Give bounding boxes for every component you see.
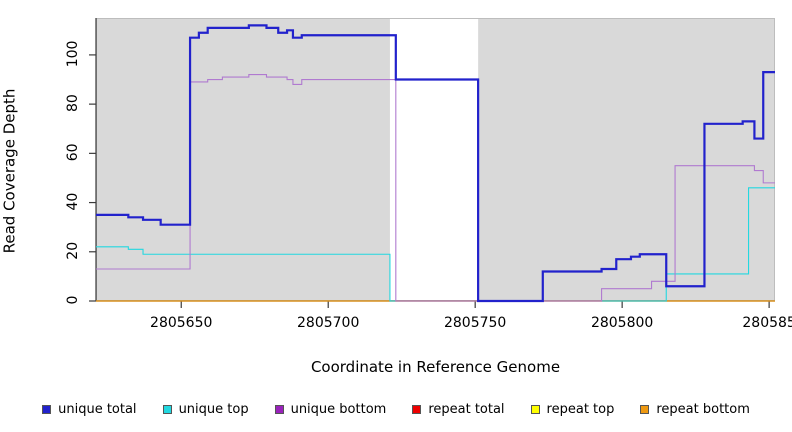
legend-label: repeat total — [428, 401, 505, 417]
legend-item-unique-total[interactable]: unique total — [42, 401, 137, 417]
legend-swatch-icon — [530, 404, 540, 414]
x-tick-label: 2805700 — [297, 315, 360, 331]
chart-legend: unique total unique top unique bottom repea… — [0, 398, 792, 420]
legend-swatch-icon — [162, 404, 172, 414]
legend-item-unique-bottom[interactable]: unique bottom — [274, 401, 387, 417]
y-tick-label: 80 — [65, 94, 81, 113]
legend-swatch-icon — [640, 404, 650, 414]
legend-label: unique total — [58, 401, 137, 417]
legend-item-repeat-top[interactable]: repeat top — [530, 401, 615, 417]
y-tick-label: 0 — [65, 295, 81, 305]
y-axis-title: Read Coverage Depth — [0, 88, 19, 254]
y-tick-label: 20 — [65, 241, 81, 260]
legend-label: repeat bottom — [656, 401, 750, 417]
legend-swatch-icon — [42, 404, 52, 414]
uncovered-gap-region — [389, 18, 479, 301]
legend-label: unique bottom — [290, 401, 387, 417]
legend-item-repeat-total[interactable]: repeat total — [412, 401, 505, 417]
x-axis-title: Coordinate in Reference Genome — [310, 358, 561, 376]
x-tick-label: 280585 — [742, 315, 792, 331]
x-tick-label: 2805750 — [443, 315, 507, 331]
legend-label: repeat top — [546, 401, 615, 417]
series-line-unique-total — [96, 24, 775, 303]
y-tick-label: 40 — [65, 192, 81, 211]
y-tick-label: 60 — [65, 143, 81, 162]
legend-label: unique top — [178, 401, 249, 417]
legend-item-unique-top[interactable]: unique top — [162, 401, 249, 417]
x-tick-label: 2805650 — [150, 315, 213, 331]
series-line-unique-bottom — [96, 74, 775, 302]
legend-item-repeat-bottom[interactable]: repeat bottom — [640, 402, 750, 417]
x-tick-label: 2805800 — [590, 315, 654, 331]
y-tick-label: 100 — [65, 40, 81, 68]
legend-swatch-icon — [412, 404, 422, 414]
series-line-unique-top — [96, 187, 775, 302]
legend-swatch-icon — [274, 404, 284, 414]
